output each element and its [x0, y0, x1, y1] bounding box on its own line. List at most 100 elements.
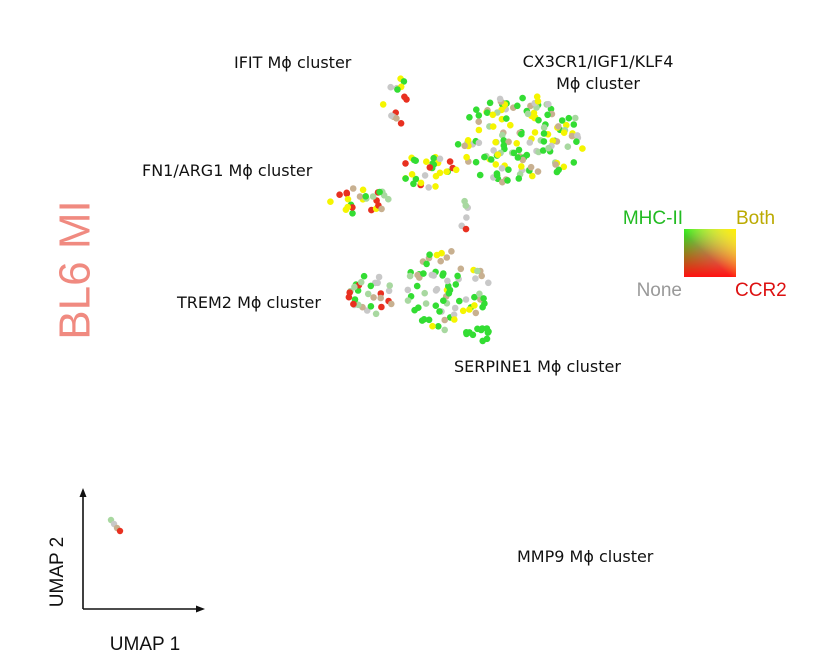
- scatter-point: [560, 163, 568, 171]
- scatter-point: [570, 121, 578, 128]
- scatter-point: [481, 153, 488, 161]
- scatter-point: [492, 161, 500, 168]
- scatter-point: [452, 281, 460, 288]
- scatter-point: [504, 177, 511, 184]
- scatter-point: [475, 126, 483, 134]
- scatter-point: [402, 175, 409, 182]
- scatter-point: [475, 112, 483, 119]
- scatter-point: [461, 197, 468, 205]
- scatter-points: [327, 75, 586, 345]
- legend-label-ccr2: CCR2: [735, 280, 787, 301]
- cluster-label-trem2: TREM2 Mϕ cluster: [176, 293, 321, 312]
- scatter-point: [461, 142, 469, 150]
- scatter-point: [475, 118, 483, 125]
- scatter-point: [393, 115, 400, 122]
- scatter-point: [452, 166, 460, 174]
- scatter-point: [451, 304, 459, 312]
- scatter-point: [454, 272, 461, 280]
- scatter-point: [387, 83, 395, 91]
- scatter-point: [462, 225, 470, 233]
- scatter-point: [473, 106, 480, 113]
- side-label: BL6 MI: [51, 200, 100, 339]
- scatter-point: [388, 112, 395, 119]
- scatter-point: [432, 172, 440, 180]
- scatter-point: [410, 180, 417, 188]
- scatter-point: [435, 323, 442, 330]
- scatter-point: [479, 303, 486, 311]
- scatter-point: [565, 114, 573, 122]
- scatter-point: [397, 120, 405, 127]
- scatter-point: [372, 310, 380, 318]
- scatter-point: [388, 300, 395, 308]
- scatter-point: [464, 137, 472, 144]
- scatter-point: [420, 316, 428, 323]
- scatter-point: [446, 158, 454, 165]
- scatter-point: [463, 153, 470, 161]
- scatter-point: [572, 114, 579, 122]
- scatter-point: [410, 156, 418, 164]
- scatter-point: [429, 322, 436, 330]
- scatter-point: [519, 156, 527, 164]
- scatter-point: [474, 267, 481, 275]
- scatter-point: [437, 257, 445, 265]
- scatter-point: [440, 270, 447, 277]
- scatter-point: [499, 131, 506, 139]
- scatter-point: [483, 335, 491, 343]
- scatter-point: [518, 163, 525, 170]
- scatter-point: [524, 110, 532, 118]
- scatter-point: [505, 138, 512, 146]
- scatter-point: [474, 325, 481, 333]
- scatter-point: [415, 304, 422, 312]
- scatter-point: [336, 191, 343, 198]
- scatter-point: [378, 303, 385, 311]
- scatter-point: [423, 260, 430, 268]
- scatter-point: [466, 114, 473, 121]
- scatter-point: [514, 102, 521, 110]
- scatter-point: [471, 293, 478, 301]
- scatter-point: [356, 193, 364, 200]
- scatter-point: [489, 123, 497, 130]
- scatter-point: [494, 151, 502, 158]
- scatter-point: [377, 294, 385, 302]
- scatter-point: [413, 282, 421, 290]
- mini-cluster-points: [107, 516, 124, 535]
- scatter-point: [401, 93, 408, 101]
- scatter-point: [496, 95, 504, 103]
- scatter-point: [367, 303, 375, 310]
- scatter-point: [359, 186, 367, 194]
- scatter-point: [450, 311, 458, 319]
- scatter-point: [428, 271, 436, 279]
- scatter-point: [425, 316, 433, 324]
- scatter-point: [433, 285, 441, 293]
- scatter-point: [545, 100, 552, 108]
- scatter-point: [539, 147, 547, 154]
- scatter-point: [526, 139, 534, 146]
- scatter-point: [436, 155, 444, 163]
- scatter-point: [350, 300, 357, 308]
- cluster-label-serpine1: SERPINE1 Mϕ cluster: [454, 357, 621, 376]
- scatter-point: [432, 183, 439, 190]
- scatter-point: [451, 316, 458, 323]
- scatter-point: [370, 294, 377, 301]
- axis-arrows: [79, 488, 205, 613]
- scatter-point: [558, 117, 566, 124]
- scatter-point: [475, 139, 483, 147]
- scatter-point: [349, 185, 357, 192]
- scatter-point: [534, 168, 542, 175]
- color-legend: MHC-II Both None CCR2: [623, 208, 787, 301]
- scatter-point: [540, 124, 548, 131]
- cluster-label-cx3cr1-line2: Mϕ cluster: [556, 74, 640, 93]
- scatter-point: [443, 168, 451, 175]
- scatter-point: [483, 109, 491, 116]
- scatter-point: [430, 154, 438, 162]
- scatter-point: [448, 248, 455, 255]
- scatter-point: [440, 297, 447, 305]
- scatter-point: [438, 249, 445, 257]
- legend-square-yellow: [684, 229, 736, 277]
- scatter-point: [406, 272, 414, 280]
- scatter-point: [380, 192, 388, 199]
- scatter-point: [459, 307, 467, 315]
- scatter-point: [456, 297, 463, 305]
- scatter-point: [379, 101, 387, 108]
